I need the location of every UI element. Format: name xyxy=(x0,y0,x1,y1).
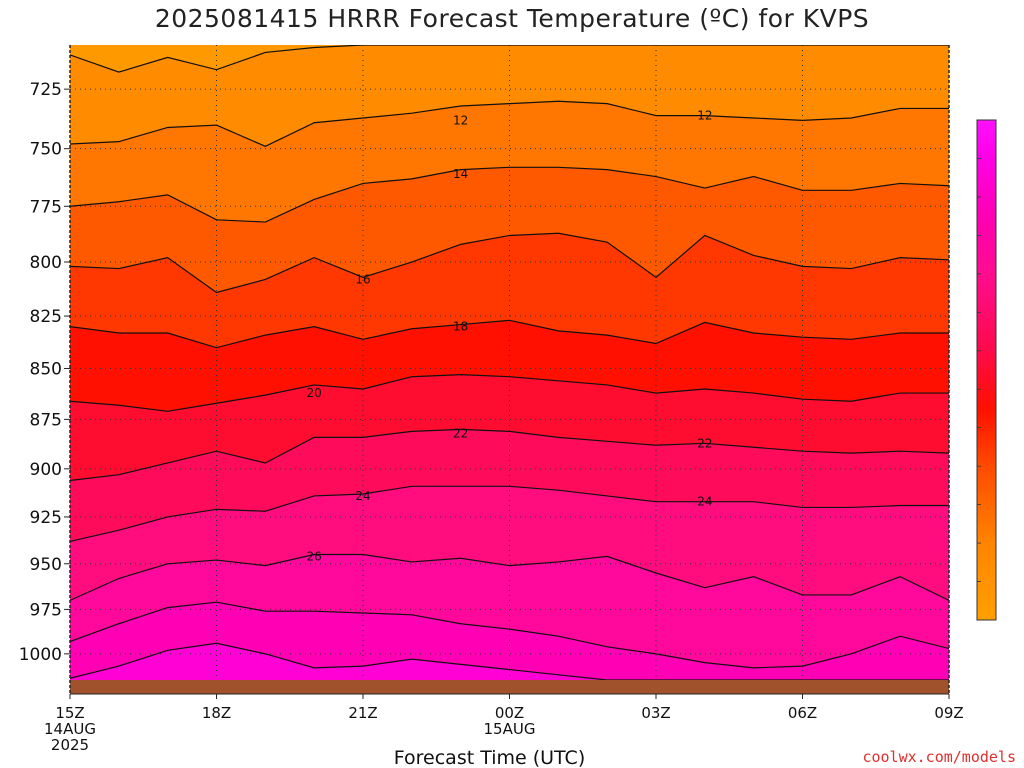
band-fill-24 xyxy=(70,486,949,601)
x-tick-label-0-0: 15Z xyxy=(55,704,84,722)
contour-label-20: 20 xyxy=(307,386,322,400)
y-tick-label-975: 975 xyxy=(30,600,62,620)
x-tick-label-15-0: 06Z xyxy=(788,704,817,722)
x-tick-label-9-0: 00Z xyxy=(495,704,524,722)
contour-label-12: 12 xyxy=(697,109,712,123)
isotherm-10 xyxy=(70,45,949,73)
terrain-strip xyxy=(70,680,949,694)
isotherm-22 xyxy=(70,428,949,482)
page-title: 2025081415 HRRR Forecast Temperature (ºC… xyxy=(154,4,870,33)
y-tick-label-925: 925 xyxy=(30,508,62,528)
y-tick-label-950: 950 xyxy=(30,555,62,575)
y-tick-label-875: 875 xyxy=(30,410,62,430)
x-tick-label-9-1: 15AUG xyxy=(484,720,536,738)
x-tick-label-3-0: 18Z xyxy=(202,704,231,722)
band-fill-12 xyxy=(70,101,949,223)
y-tick-label-1000: 1000 xyxy=(19,645,62,665)
contour-label-16: 16 xyxy=(355,272,370,286)
isotherms: 12 12 14 16 18 20 22 22 24 24 26 xyxy=(70,45,949,680)
y-tick-label-850: 850 xyxy=(30,359,62,379)
y-tick-label-750: 750 xyxy=(30,140,62,160)
isotherm-20 xyxy=(70,374,949,412)
colorbar: 101214161820222426283032 xyxy=(976,119,997,621)
band-fill-30 xyxy=(70,643,949,680)
isotherm-12 xyxy=(70,100,949,147)
band-fill-14 xyxy=(70,167,949,293)
contour-label-26: 26 xyxy=(307,549,322,563)
band-fill-20 xyxy=(70,374,949,481)
contour-label-24: 24 xyxy=(697,495,712,509)
contour-label-14: 14 xyxy=(453,167,468,181)
grid xyxy=(70,45,949,680)
contour-label-22: 22 xyxy=(697,436,712,450)
x-tick-label-6-0: 21Z xyxy=(348,704,377,722)
x-tick-label-18-0: 09Z xyxy=(934,704,963,722)
band-fill-26 xyxy=(70,554,949,668)
isotherm-18 xyxy=(70,319,949,349)
y-tick-label-775: 775 xyxy=(30,197,62,217)
isotherm-26 xyxy=(70,553,949,601)
x-axis-title: Forecast Time (UTC) xyxy=(394,747,585,768)
x-tick-label-12-0: 03Z xyxy=(641,704,670,722)
contour-label-12: 12 xyxy=(453,113,468,127)
axes: 725 750 775 800 825 850 875 900 925 950 975 1000 15Z… xyxy=(19,45,964,754)
colorbar-scale xyxy=(976,119,997,621)
y-tick-label-800: 800 xyxy=(30,253,62,273)
y-tick-label-900: 900 xyxy=(30,460,62,480)
isotherm-14 xyxy=(70,166,949,223)
isotherm-16 xyxy=(70,232,949,294)
contour-label-18: 18 xyxy=(453,320,468,334)
contour-label-22: 22 xyxy=(453,426,468,440)
isotherm-28 xyxy=(70,601,949,669)
isotherm-24 xyxy=(70,485,949,543)
contour-label-24: 24 xyxy=(355,489,370,503)
y-tick-label-825: 825 xyxy=(30,307,62,327)
x-tick-label-0-2: 2025 xyxy=(51,736,89,754)
isotherm-30 xyxy=(70,642,949,680)
y-tick-label-725: 725 xyxy=(30,80,62,100)
x-tick-label-0-1: 14AUG xyxy=(44,720,96,738)
credit-link[interactable]: coolwx.com/models xyxy=(862,748,1016,766)
